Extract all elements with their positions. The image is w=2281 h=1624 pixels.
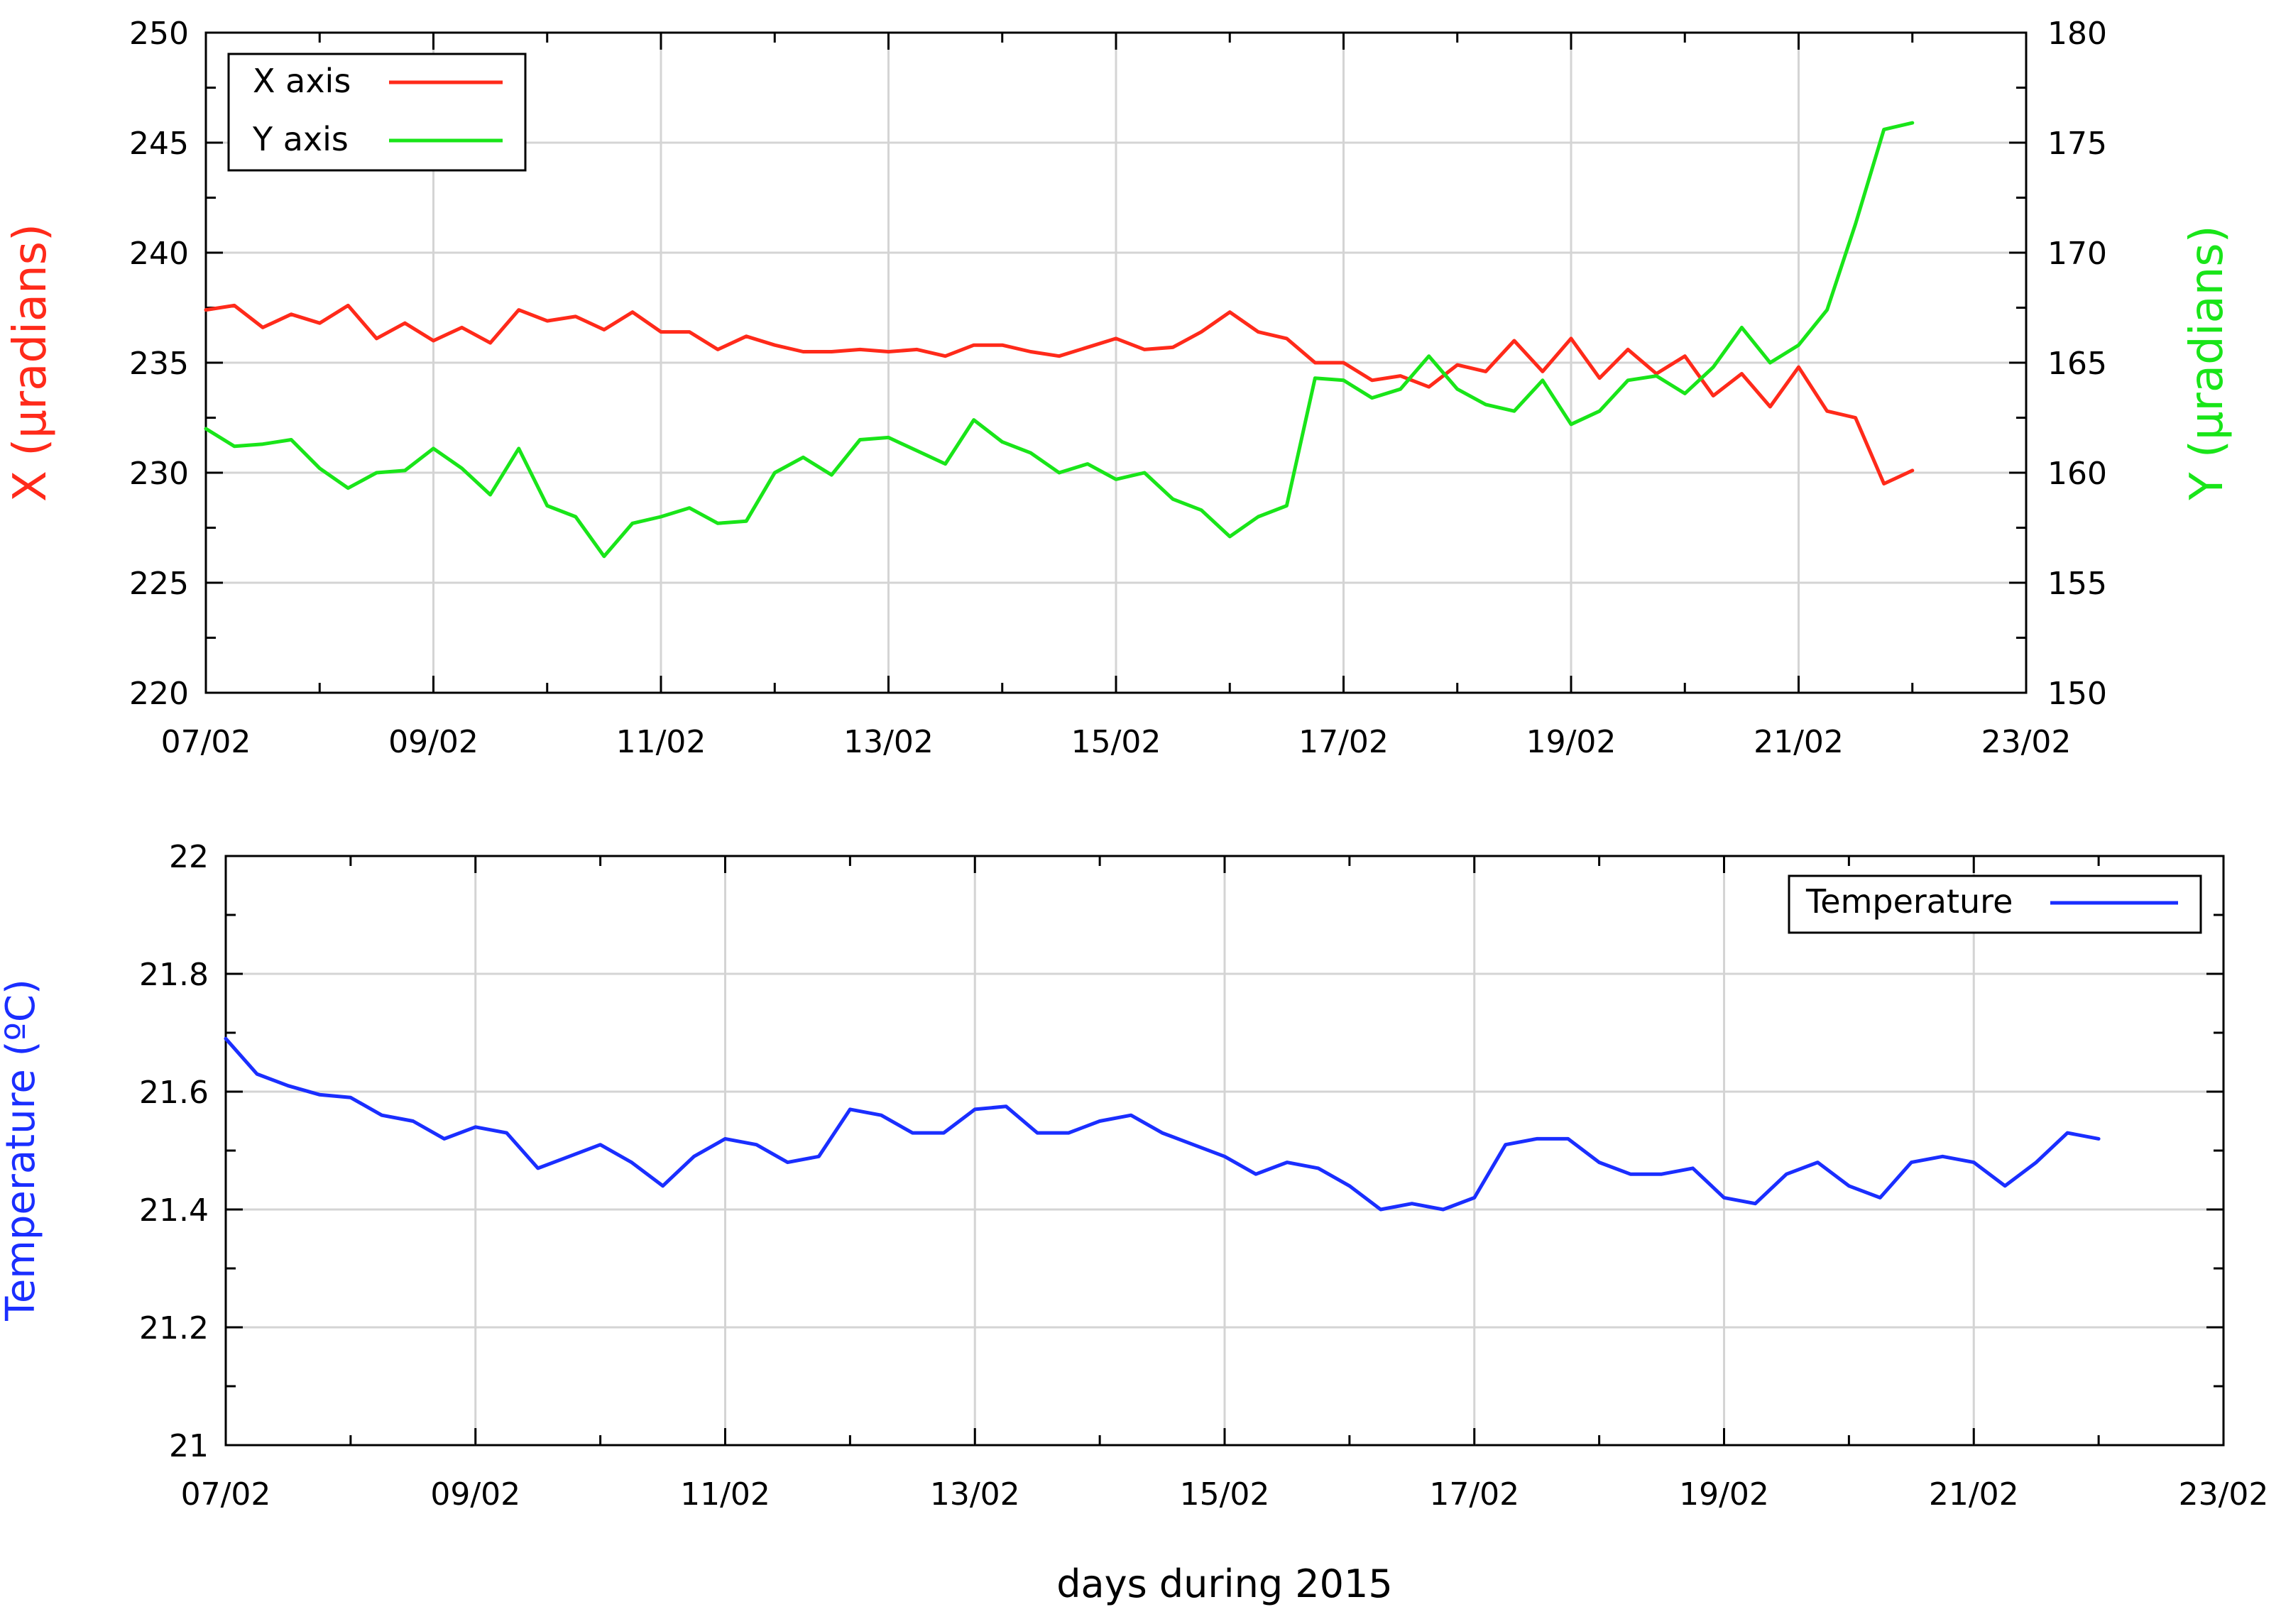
series-x-axis-line <box>204 303 1915 485</box>
x-tick-label: 09/02 <box>430 1476 520 1513</box>
x-tick-label: 13/02 <box>843 724 934 760</box>
x-tick-label: 09/02 <box>388 724 478 760</box>
legend-label-x-axis: X axis <box>253 62 351 100</box>
x-tick-label: 19/02 <box>1679 1476 1769 1513</box>
x-tick-label: 07/02 <box>181 1476 271 1513</box>
y2-tick-label: 170 <box>2047 236 2107 272</box>
panel-xy-tilt: 07/02 09/02 11/02 13/02 15/02 17/02 19/02 21/02… <box>4 16 2233 760</box>
y-tick-label: 21.2 <box>139 1310 209 1346</box>
y-tick-label: 21.4 <box>139 1192 209 1229</box>
y2-tick-label: 165 <box>2047 346 2107 382</box>
x-tick-label: 15/02 <box>1071 724 1161 760</box>
y-tick-label: 21 <box>169 1428 209 1464</box>
legend-label-y-axis: Y axis <box>252 120 349 158</box>
y-tick-label: 250 <box>129 16 189 52</box>
panel-temperature-series <box>224 1036 2101 1212</box>
panel-temperature-x-tick-labels: 07/02 09/02 11/02 13/02 15/02 17/02 19/02 21/02… <box>181 1476 2269 1513</box>
y2-tick-label: 150 <box>2047 676 2107 712</box>
series-y-axis-line <box>204 121 1915 559</box>
x-tick-label: 21/02 <box>1929 1476 2019 1513</box>
y-tick-label: 21.8 <box>139 957 209 993</box>
panel-temperature-grid <box>226 856 2223 1445</box>
x-tick-label: 19/02 <box>1526 724 1617 760</box>
y2-tick-label: 175 <box>2047 126 2107 162</box>
series-temperature-line <box>224 1036 2101 1212</box>
panel-temperature-legend: Temperature <box>1788 874 2202 934</box>
x-tick-label: 11/02 <box>680 1476 770 1513</box>
panel-temperature-y-tick-labels: 21 21.2 21.4 21.6 21.8 22 <box>139 839 209 1464</box>
y2-tick-label: 160 <box>2047 456 2107 492</box>
panel-temperature: 07/02 09/02 11/02 13/02 15/02 17/02 19/02 21/02… <box>0 839 2268 1606</box>
y-tick-label: 21.6 <box>139 1075 209 1111</box>
y-tick-label: 230 <box>129 456 189 492</box>
x-tick-label: 17/02 <box>1429 1476 1519 1513</box>
x-tick-label: 23/02 <box>1981 724 2072 760</box>
legend-box <box>227 53 527 172</box>
panel-xy-series <box>204 121 1915 559</box>
y-tick-label: 235 <box>129 346 189 382</box>
x-tick-label: 07/02 <box>161 724 251 760</box>
panel-xy-y-tick-labels: 220 225 230 235 240 245 250 <box>129 16 189 712</box>
y2-tick-label: 180 <box>2047 16 2107 52</box>
legend-label-temperature: Temperature <box>1805 882 2013 921</box>
panel-xy-y2-tick-labels: 150 155 160 165 170 175 180 <box>2047 16 2107 712</box>
panel-temperature-ticks <box>224 855 2225 1447</box>
x-tick-label: 15/02 <box>1180 1476 1270 1513</box>
y-tick-label: 220 <box>129 676 189 712</box>
x-tick-label: 23/02 <box>2179 1476 2269 1513</box>
y-tick-label: 22 <box>169 839 209 875</box>
panel-xy-ticks <box>204 31 2028 694</box>
y-tick-label: 225 <box>129 566 189 602</box>
temperature-axis-label: Temperature (ºC) <box>0 979 44 1322</box>
y-tick-label: 240 <box>129 236 189 272</box>
y2-tick-label: 155 <box>2047 566 2107 602</box>
x-tick-label: 13/02 <box>930 1476 1020 1513</box>
x-axis-tilt-label: X (µradians) <box>4 224 57 502</box>
x-tick-label: 17/02 <box>1298 724 1389 760</box>
days-axis-label: days during 2015 <box>1056 1562 1392 1606</box>
x-tick-label: 11/02 <box>616 724 706 760</box>
x-tick-label: 21/02 <box>1754 724 1844 760</box>
y-axis-tilt-label: Y (µradians) <box>2181 225 2233 500</box>
panel-xy-x-tick-labels: 07/02 09/02 11/02 13/02 15/02 17/02 19/02 21/02… <box>161 724 2072 760</box>
panel-xy-legend: X axis Y axis <box>227 53 527 172</box>
y-tick-label: 245 <box>129 126 189 162</box>
